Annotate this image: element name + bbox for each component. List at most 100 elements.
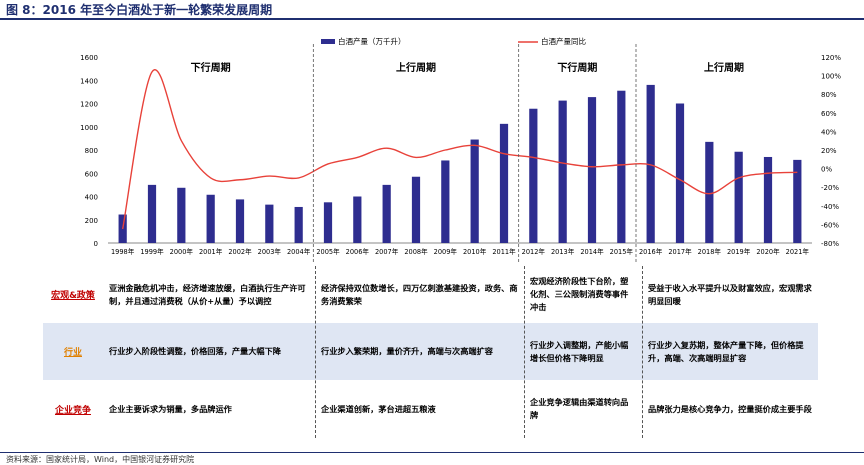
x-tick-label: 2011年: [492, 247, 516, 256]
table-divider-3: [642, 266, 643, 438]
cell-industry-4: 行业步入复苏期，整体产量下降，但价格提升，高端、次高端明显扩容: [648, 339, 804, 363]
bar: [705, 141, 714, 243]
y-left-tick-label: 1000: [80, 124, 98, 132]
x-tick-label: 2003年: [258, 247, 282, 256]
x-tick-label: 2017年: [668, 247, 692, 256]
source-note: 资料来源：国家统计局，Wind，中国银河证券研究院: [6, 455, 195, 464]
y-left-tick-label: 200: [85, 217, 98, 225]
bar: [793, 159, 802, 243]
y-left-tick-label: 1200: [80, 101, 98, 109]
y-right-tick-label: -40%: [821, 203, 839, 211]
cell-industry-2: 行业步入繁荣期，量价齐升，高端与次高端扩容: [321, 346, 493, 356]
bar: [646, 84, 655, 244]
row-label-competition: 企业竞争: [54, 405, 91, 416]
legend-swatch-bar: [321, 39, 335, 44]
x-tick-label: 2012年: [522, 247, 546, 256]
yoy-line: [121, 69, 798, 230]
y-left-tick-label: 400: [85, 194, 98, 202]
cell-competition-2: 企业渠道创新，茅台进超五粮液: [321, 403, 436, 414]
figure-title: 图 8：2016 年至今白酒处于新一轮繁荣发展周期: [6, 3, 273, 17]
y-right-tick-label: 40%: [821, 128, 837, 136]
y-left-tick-label: 1600: [80, 54, 98, 62]
y-right-tick-label: -60%: [821, 221, 839, 229]
x-tick-label: 2014年: [580, 247, 604, 256]
bar: [177, 187, 186, 243]
y-left-tick-label: 600: [85, 170, 98, 178]
phase-label: 上行周期: [396, 61, 436, 74]
y-left-tick-label: 800: [85, 147, 98, 155]
legend-label-bar: 白酒产量（万千升）: [338, 36, 406, 46]
bar: [558, 100, 567, 243]
bar: [587, 97, 597, 243]
bar: [147, 184, 157, 243]
y-right-tick-label: -80%: [821, 240, 839, 248]
x-tick-label: 2001年: [199, 247, 223, 256]
cell-industry-3: 行业步入调整期，产能小幅增长但价格下降明显: [530, 339, 629, 363]
production-chart: 0 200 400 600 800 1000 1200 1400 1600 -80% -60% -40…: [80, 36, 841, 264]
x-tick-label: 2010年: [463, 247, 487, 256]
legend-label-line: 白酒产量同比: [541, 36, 586, 46]
x-tick-label: 2009年: [434, 247, 458, 256]
y-right-tick-label: 100%: [821, 73, 841, 81]
x-tick-label: 1999年: [140, 247, 164, 256]
x-tick-label: 2019年: [727, 247, 751, 256]
bar: [763, 156, 773, 243]
x-tick-label: 1998年: [111, 247, 135, 256]
y-right-tick-label: 20%: [821, 147, 837, 155]
cell-macro-4: 受益于收入水平提升以及财富效应，宏观需求明显回暖: [648, 282, 812, 306]
bar: [235, 199, 245, 243]
phase-label: 下行周期: [557, 61, 597, 74]
bar: [382, 184, 391, 243]
phase-label: 下行周期: [191, 61, 231, 74]
y-right-tick-label: -20%: [821, 184, 839, 192]
bar: [353, 196, 362, 243]
x-tick-label: 2020年: [756, 247, 780, 256]
y-right-tick-label: 80%: [821, 91, 837, 99]
bar: [294, 206, 303, 243]
bar: [617, 90, 626, 244]
row-label-industry: 行业: [63, 348, 82, 358]
y-left-tick-label: 0: [94, 240, 98, 248]
source-rule: [0, 452, 864, 453]
x-tick-label: 2005年: [316, 247, 340, 256]
x-tick-label: 2002年: [228, 247, 252, 256]
x-tick-label: 2021年: [786, 247, 810, 256]
x-tick-label: 2016年: [639, 247, 663, 256]
x-tick-label: 2004年: [287, 247, 311, 256]
driver-table: 宏观&政策 亚洲金融危机冲击，经济增速放缓，白酒执行生产许可制，并且通过消费税（…: [43, 266, 818, 438]
bar: [441, 160, 450, 243]
cell-competition-3: 企业竞争逻辑由渠道转向品牌: [530, 397, 629, 420]
cell-macro-3: 宏观经济阶段性下台阶，塑化剂、三公限制消费等事件冲击: [530, 276, 629, 312]
table-row-competition: 企业竞争 企业主要诉求为销量，多品牌运作 企业渠道创新，茅台进超五粮液 企业竞争…: [43, 380, 818, 438]
y-right-tick-label: 0%: [821, 166, 832, 174]
y-left-tick-label: 1400: [80, 77, 98, 85]
x-tick-label: 2013年: [551, 247, 575, 256]
cell-competition-4: 品牌张力是核心竞争力，控量挺价成主要手段: [648, 403, 812, 414]
table-row-industry: 行业 行业步入阶段性调整，价格回落，产量大幅下降 行业步入繁荣期，量价齐升，高端…: [43, 323, 818, 380]
bar: [323, 202, 333, 243]
bar: [470, 139, 479, 243]
cell-macro-1: 亚洲金融危机冲击，经济增速放缓，白酒执行生产许可制，并且通过消费税（从价+从量）…: [109, 282, 306, 306]
table-divider-1: [315, 266, 316, 438]
bar: [675, 103, 685, 243]
x-tick-label: 2006年: [346, 247, 370, 256]
x-tick-label: 2008年: [404, 247, 428, 256]
cell-industry-1: 行业步入阶段性调整，价格回落，产量大幅下降: [109, 346, 281, 356]
bar: [529, 108, 538, 243]
x-tick-label: 2000年: [170, 247, 194, 256]
bar: [499, 123, 509, 243]
table-row-macro: 宏观&政策 亚洲金融危机冲击，经济增速放缓，白酒执行生产许可制，并且通过消费税（…: [43, 266, 818, 323]
x-tick-label: 2007年: [375, 247, 399, 256]
y-right-tick-label: 120%: [821, 54, 841, 62]
y-right-tick-label: 60%: [821, 110, 837, 118]
bar: [206, 194, 215, 243]
x-tick-label: 2015年: [610, 247, 634, 256]
bar: [734, 151, 743, 243]
bar: [265, 204, 274, 243]
x-tick-label: 2018年: [698, 247, 722, 256]
cell-macro-2: 经济保持双位数增长，四万亿刺激基建投资，政务、商务消费繁荣: [321, 282, 518, 306]
title-rule: [0, 18, 864, 20]
cell-competition-1: 企业主要诉求为销量，多品牌运作: [109, 403, 232, 414]
table-divider-2: [524, 266, 525, 438]
row-label-macro: 宏观&政策: [51, 291, 95, 301]
